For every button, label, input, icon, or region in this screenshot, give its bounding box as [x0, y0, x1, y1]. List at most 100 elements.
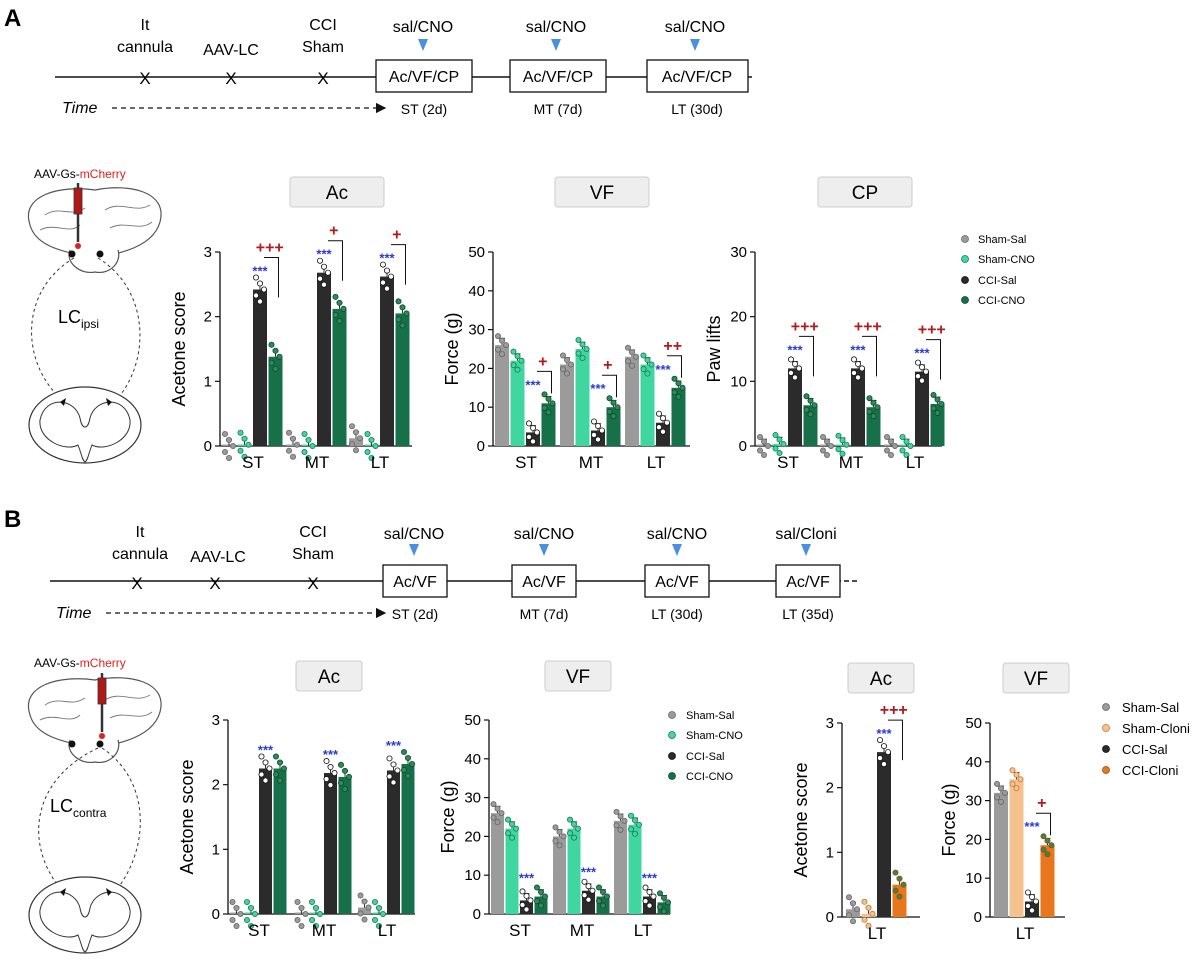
- y-tick-label: 1: [826, 844, 834, 861]
- chart-title-box: VF: [554, 176, 650, 208]
- bar: [237, 444, 252, 446]
- chart-title: Ac: [870, 669, 892, 690]
- data-point: [221, 448, 228, 455]
- data-point: [375, 923, 382, 930]
- y-tick-label: 50: [464, 712, 481, 729]
- data-point: [579, 341, 586, 348]
- data-point: [285, 429, 292, 436]
- bar: [877, 752, 891, 917]
- data-point: [1029, 893, 1036, 900]
- x-tick-label: LT: [634, 921, 653, 940]
- legend-label: Sham-CNO: [978, 254, 1035, 266]
- timeline-event-2: AAV-LC: [190, 549, 246, 566]
- injection-label: sal/CNO: [384, 526, 444, 543]
- significance-stars: ***: [323, 747, 339, 762]
- significance-stars: ***: [316, 247, 332, 262]
- data-point: [556, 842, 563, 849]
- timeline-box-label: Ac/VF: [522, 574, 566, 591]
- timeline-event-3: CCI Sham: [302, 17, 344, 56]
- x-tick-label: LT: [647, 453, 666, 472]
- data-point: [545, 395, 552, 402]
- data-point: [541, 391, 548, 398]
- data-point: [361, 898, 368, 905]
- data-point: [629, 362, 636, 369]
- data-point: [861, 898, 868, 905]
- comparison-bracket: [328, 240, 343, 281]
- data-point: [1009, 780, 1016, 787]
- comparison-bracket: [1036, 812, 1051, 836]
- bar: [640, 364, 655, 446]
- data-point: [552, 824, 559, 831]
- chart-title: VF: [590, 183, 614, 204]
- data-point: [610, 413, 617, 420]
- chart-title-box: Ac: [847, 662, 915, 694]
- lc-subscript: ipsi: [81, 317, 99, 331]
- data-point: [348, 423, 355, 430]
- data-point: [585, 883, 592, 890]
- data-point: [337, 779, 344, 786]
- data-point: [241, 435, 248, 442]
- data-point: [399, 304, 406, 311]
- data-point: [404, 772, 411, 779]
- timeline-box-label: Ac/VF: [393, 574, 437, 591]
- data-point: [1025, 889, 1032, 896]
- data-point: [262, 777, 269, 784]
- injection-arrow-icon: [551, 39, 561, 51]
- data-point: [613, 808, 620, 815]
- injection-label: sal/CNO: [514, 526, 574, 543]
- bar: [253, 289, 267, 446]
- bar: [395, 313, 410, 446]
- data-point: [934, 396, 941, 403]
- x-tick-label: ST: [509, 921, 531, 940]
- y-tick-label: 0: [477, 438, 485, 455]
- data-point: [656, 410, 663, 417]
- data-point: [327, 782, 334, 789]
- x-tick-label: ST: [248, 921, 270, 940]
- data-point: [225, 436, 232, 443]
- data-point: [276, 759, 283, 766]
- data-point: [907, 442, 914, 449]
- panel-b-letter: B: [4, 506, 21, 533]
- x-tick-label: MT: [839, 453, 864, 472]
- significance-stars: ***: [642, 871, 658, 886]
- x-mark: X: [209, 574, 220, 593]
- significance-plus: +: [329, 223, 338, 240]
- data-point: [504, 830, 511, 837]
- x-tick-label: MT: [312, 921, 337, 940]
- data-point: [243, 917, 250, 924]
- bar: [387, 770, 400, 914]
- timeline-box-label: Ac/VF: [655, 574, 699, 591]
- data-point: [243, 899, 250, 906]
- data-point: [289, 435, 296, 442]
- y-tick-label: 10: [464, 867, 481, 884]
- data-point: [225, 454, 232, 461]
- injection-arrow-icon: [801, 544, 811, 556]
- data-point: [621, 817, 628, 824]
- data-point: [372, 442, 379, 449]
- data-point: [498, 337, 505, 344]
- comparison-bracket: [537, 370, 552, 394]
- y-tick-label: 0: [974, 909, 982, 926]
- comparison-bracket: [602, 374, 617, 398]
- y-tick-label: 3: [204, 244, 212, 261]
- y-tick-label: 3: [212, 712, 220, 729]
- data-point: [494, 819, 501, 826]
- data-point: [772, 432, 779, 439]
- significance-plus: +++: [854, 318, 882, 335]
- data-point: [803, 406, 810, 413]
- data-point: [865, 904, 872, 911]
- y-axis-label: Force (g): [442, 312, 462, 385]
- data-point: [656, 424, 663, 431]
- data-point: [865, 922, 872, 929]
- data-point: [835, 432, 842, 439]
- data-point: [839, 450, 846, 457]
- data-point: [807, 411, 814, 418]
- data-point: [657, 903, 664, 910]
- data-point: [888, 438, 895, 445]
- data-point: [1044, 837, 1051, 844]
- data-point: [266, 765, 273, 772]
- data-point: [595, 436, 602, 443]
- data-point: [807, 397, 814, 404]
- data-point: [368, 436, 375, 443]
- data-point: [796, 365, 803, 372]
